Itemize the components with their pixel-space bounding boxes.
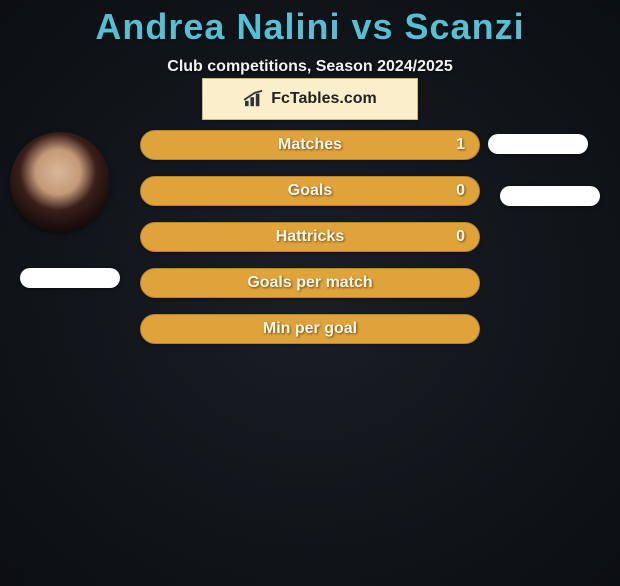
- country-flag-right-2: [500, 186, 600, 206]
- stat-label: Hattricks: [276, 228, 344, 246]
- stat-label: Min per goal: [263, 320, 357, 338]
- stat-label: Goals: [288, 182, 332, 200]
- flag-stripe: [521, 134, 554, 154]
- flag-stripe: [533, 186, 566, 206]
- country-flag-left: [20, 268, 120, 288]
- stat-label: Goals per match: [247, 274, 372, 292]
- stat-list: Matches 1 Goals 0 Hattricks 0 Goals per match M…: [140, 130, 480, 360]
- subtitle: Club competitions, Season 2024/2025: [0, 58, 620, 76]
- page-title: Andrea Nalini vs Scanzi: [0, 6, 620, 48]
- flag-stripe: [87, 268, 120, 288]
- flag-stripe: [555, 134, 588, 154]
- country-flag-right-1: [488, 134, 588, 154]
- flag-stripe: [567, 186, 600, 206]
- stat-row: Matches 1: [140, 130, 480, 160]
- stat-row: Hattricks 0: [140, 222, 480, 252]
- brand-box[interactable]: FcTables.com: [202, 78, 418, 120]
- flag-stripe: [488, 134, 521, 154]
- stat-row: Min per goal: [140, 314, 480, 344]
- flag-stripe: [500, 186, 533, 206]
- bar-chart-icon: [243, 90, 265, 108]
- player-avatar-left: [10, 132, 110, 232]
- flag-stripe: [53, 268, 86, 288]
- stat-value: 0: [456, 182, 465, 200]
- stat-row: Goals 0: [140, 176, 480, 206]
- stat-value: 0: [456, 228, 465, 246]
- stat-row: Goals per match: [140, 268, 480, 298]
- brand-text: FcTables.com: [271, 90, 377, 108]
- flag-stripe: [20, 268, 53, 288]
- stat-label: Matches: [278, 136, 342, 154]
- stat-value: 1: [456, 136, 465, 154]
